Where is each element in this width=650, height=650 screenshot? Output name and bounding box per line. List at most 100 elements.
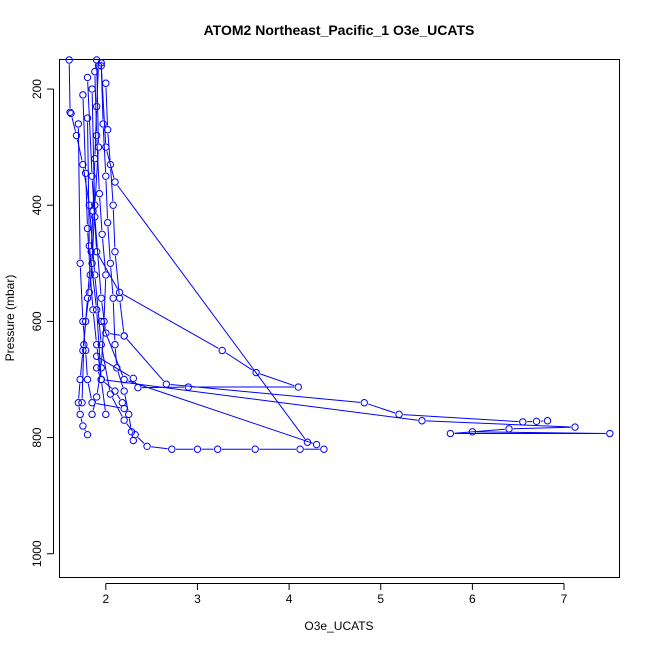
data-point [76, 375, 84, 384]
series-segment [83, 302, 88, 341]
series-segment [99, 197, 103, 231]
data-point [79, 160, 87, 169]
data-point [102, 329, 110, 337]
data-point [97, 340, 105, 349]
series-segment [126, 423, 134, 432]
data-point [81, 169, 90, 177]
data-point [296, 445, 304, 453]
series-segment [96, 371, 102, 393]
y-tick-label: 400 [30, 195, 44, 215]
data-point [111, 387, 119, 395]
series-segment [80, 418, 83, 422]
chart-title: ATOM2 Northeast_Pacific_1 O3e_UCATS [204, 22, 475, 38]
data-point [88, 172, 96, 180]
data-point [102, 79, 110, 87]
series-segment [403, 414, 519, 423]
series-2 [97, 62, 321, 449]
data-point [218, 346, 226, 355]
series-1 [65, 56, 328, 453]
data-point [88, 85, 96, 93]
series-3 [83, 73, 302, 392]
data-point [120, 416, 128, 424]
data-point [102, 172, 110, 180]
series-segment [92, 162, 96, 207]
series-segment [82, 99, 87, 170]
data-point [312, 440, 321, 449]
data-point [111, 340, 119, 349]
data-point [83, 114, 92, 122]
series-segment [87, 232, 91, 271]
data-point [543, 417, 552, 425]
series-segment [96, 69, 99, 103]
data-point [94, 62, 103, 70]
data-point [76, 259, 84, 268]
x-axis: 2 3 4 5 6 7 [102, 583, 568, 606]
series-segment [112, 209, 116, 248]
data-point [418, 417, 426, 425]
x-tick-label: 4 [286, 592, 293, 606]
data-point [106, 259, 115, 268]
series-segment [102, 128, 107, 173]
data-point [100, 317, 108, 326]
series-7 [74, 56, 103, 439]
series-segment [96, 402, 121, 409]
series-5 [83, 114, 614, 438]
series-segment [91, 93, 96, 213]
x-axis-label: O3e_UCATS [304, 619, 373, 633]
data-point [74, 120, 83, 128]
series-segment [104, 381, 113, 389]
data-point [106, 160, 115, 169]
series-segment [94, 220, 102, 295]
x-tick-label: 2 [102, 592, 109, 606]
data-point [103, 126, 112, 134]
series-segment [102, 325, 124, 376]
data-point [83, 224, 92, 233]
series-segment [112, 302, 116, 341]
series-segment [117, 371, 124, 388]
y-tick-label: 200 [30, 79, 44, 99]
data-point [97, 364, 105, 372]
data-point [97, 294, 105, 302]
data-point [88, 410, 96, 419]
series-segment [96, 139, 100, 190]
data-point [89, 207, 97, 215]
data-point [109, 201, 117, 209]
data-point [92, 340, 101, 349]
data-point [79, 91, 87, 99]
y-axis-label: Pressure (mbar) [3, 275, 17, 362]
data-point [606, 429, 614, 438]
data-point [83, 430, 92, 439]
series-segment [426, 420, 571, 428]
series-segment [92, 313, 97, 341]
series-segment [90, 215, 94, 248]
data-point [168, 445, 176, 453]
data-point [92, 102, 101, 111]
data-point [120, 387, 128, 395]
data-point [74, 399, 83, 407]
series-segment [68, 64, 71, 109]
data-point [127, 428, 136, 436]
series-segment [92, 400, 97, 411]
series-segment [87, 383, 92, 399]
data-point [91, 155, 99, 163]
series-segment [126, 338, 164, 382]
data-point [97, 375, 105, 384]
data-point [78, 399, 86, 407]
series-segment [454, 428, 505, 434]
data-point [505, 425, 513, 433]
data-point [143, 442, 151, 450]
plot-frame [59, 59, 620, 578]
data-point [83, 73, 92, 82]
data-point [118, 399, 127, 407]
data-point [83, 375, 92, 384]
y-axis: 200 400 600 800 1000 [30, 79, 54, 567]
series-segment [85, 354, 88, 376]
series-segment [94, 279, 102, 341]
data-point [88, 259, 96, 268]
data-point [106, 390, 115, 398]
data-point [125, 410, 133, 419]
series-segment [106, 151, 115, 179]
data-point [76, 410, 84, 419]
data-point [102, 143, 110, 151]
